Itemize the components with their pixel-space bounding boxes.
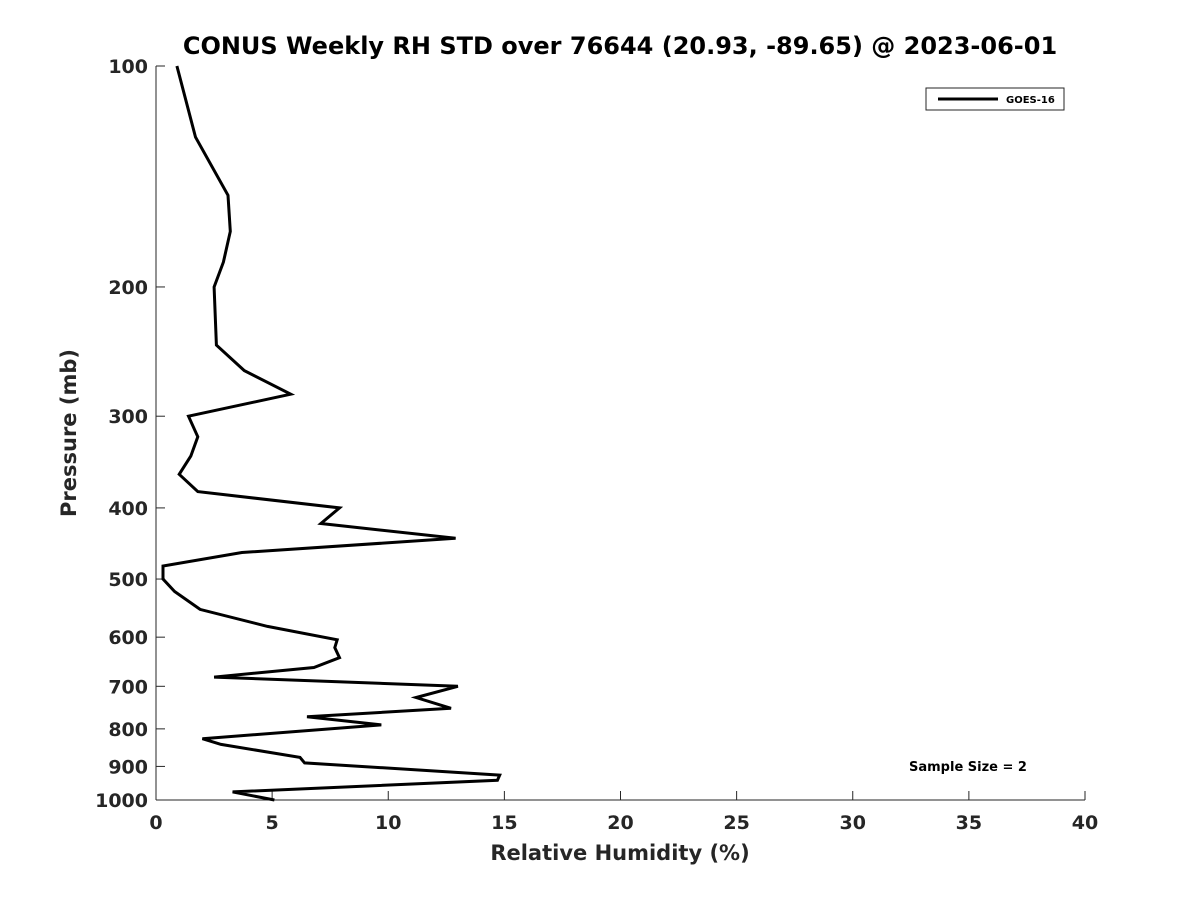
y-tick-label: 300 [108, 406, 148, 428]
y-tick-label: 100 [108, 56, 148, 78]
y-tick-label: 900 [108, 756, 148, 778]
y-tick-label: 800 [108, 719, 148, 741]
x-tick-label: 40 [1072, 812, 1098, 834]
y-tick-label: 700 [108, 676, 148, 698]
y-axis-label: Pressure (mb) [57, 349, 81, 517]
x-tick-label: 0 [149, 812, 162, 834]
x-tick-label: 35 [956, 812, 982, 834]
legend: GOES-16 [925, 87, 1065, 111]
x-tick-label: 15 [491, 812, 517, 834]
x-tick-label: 5 [266, 812, 279, 834]
axes: 0 5 10 15 20 25 30 35 40 100 200 300 400 500 600 700 800… [95, 56, 1098, 834]
y-tick-label: 200 [108, 277, 148, 299]
sample-size-annotation: Sample Size = 2 [909, 760, 1027, 775]
x-tick-label: 20 [607, 812, 633, 834]
y-tick-label: 1000 [95, 790, 148, 812]
y-tick-label: 500 [108, 569, 148, 591]
series-line-goes-16 [161, 65, 502, 802]
plot-area [161, 65, 502, 802]
y-tick-label: 600 [108, 627, 148, 649]
y-tick-label: 400 [108, 498, 148, 520]
x-tick-label: 10 [375, 812, 401, 834]
chart-title: CONUS Weekly RH STD over 76644 (20.93, -… [183, 32, 1057, 60]
x-tick-label: 30 [840, 812, 866, 834]
legend-label: GOES-16 [1006, 95, 1055, 106]
x-axis-label: Relative Humidity (%) [490, 841, 749, 865]
x-tick-label: 25 [723, 812, 749, 834]
